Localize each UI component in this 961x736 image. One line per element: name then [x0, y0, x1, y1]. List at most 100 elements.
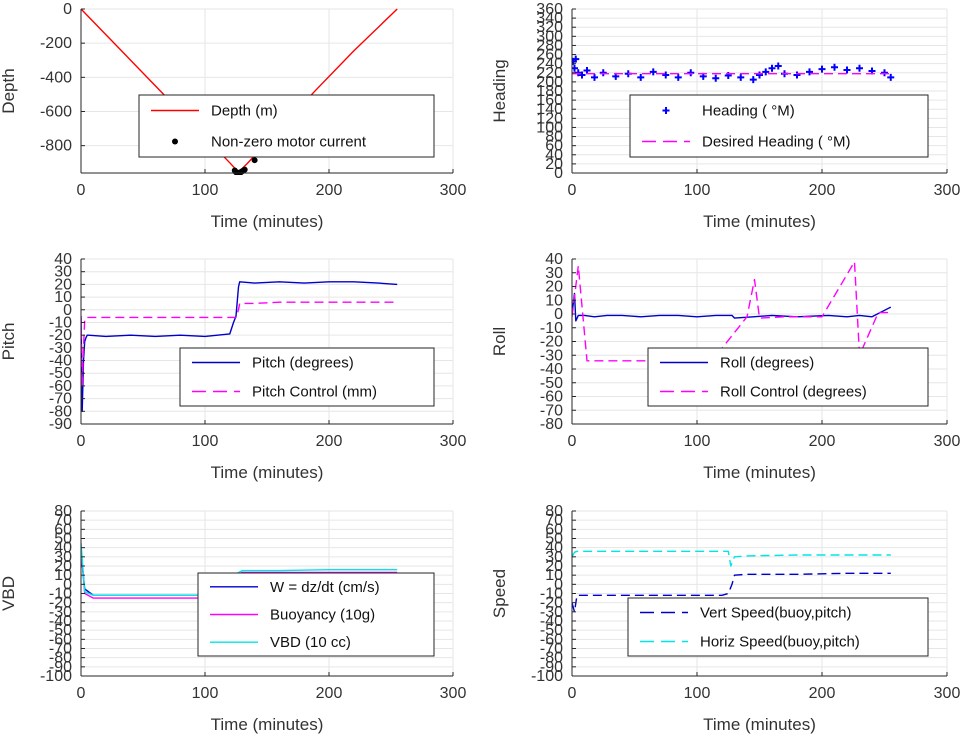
depth-y-label: Depth	[0, 68, 18, 113]
heading-series-0-point	[881, 69, 888, 77]
roll-y-tick-label: 10	[545, 292, 563, 309]
heading-y-tick-label: 220	[536, 65, 563, 82]
speed-y-tick-label: -90	[540, 659, 563, 676]
vbd-chart: 0 100 200 30080706050403020100-10-20-30-40-…	[0, 503, 466, 734]
roll-y-tick-label: -60	[540, 389, 563, 406]
vbd-y-tick-label: -100	[40, 668, 72, 685]
vbd-y-tick-label: -20	[49, 595, 72, 612]
vbd-x-label: Time (minutes)	[211, 715, 324, 734]
roll-x-tick-label: 300	[934, 433, 961, 450]
heading-y-tick-label: 280	[536, 37, 563, 54]
roll-y-tick-label: -70	[540, 402, 563, 419]
heading-series-layer	[572, 55, 895, 84]
pitch-x-tick-label: 300	[440, 433, 467, 450]
roll-y-tick-label: 0	[554, 306, 563, 323]
pitch-legend-item-0-label: Pitch (degrees)	[252, 355, 354, 372]
vbd-y-tick-label: 40	[54, 540, 72, 557]
roll-y-tick-label: -20	[540, 334, 563, 351]
heading-series-0-point	[674, 73, 682, 81]
vbd-y-tick-label: 0	[63, 576, 72, 593]
pitch-legend: Pitch (degrees) Pitch Control (mm)	[179, 347, 435, 407]
vbd-x-tick-label: 100	[192, 685, 219, 702]
heading-series-0-point	[687, 69, 695, 77]
vbd-x-tick-label: 0	[77, 685, 86, 702]
heading-legend-item-1-label: Desired Heading ( °M)	[702, 134, 851, 151]
heading-y-tick-label: 240	[536, 56, 563, 73]
vbd-y-tick-label: -50	[49, 622, 72, 639]
vbd-y-label: VBD	[0, 576, 18, 611]
speed-x-tick-label: 200	[809, 685, 836, 702]
speed-y-tick-label: 70	[545, 512, 563, 529]
heading-series-0-point	[806, 68, 813, 76]
vbd-y-tick-label: 10	[54, 567, 72, 584]
pitch-y-tick-label: -50	[49, 365, 72, 382]
heading-y-tick-label: 300	[536, 28, 563, 45]
vbd-y-tick-label: 20	[54, 558, 72, 575]
pitch-legend-box	[179, 347, 435, 407]
pitch-x-tick-label: 0	[77, 433, 86, 450]
vbd-y-tick-label: -40	[49, 613, 72, 630]
heading-x-tick-label: 100	[684, 182, 711, 199]
heading-series-0-point	[737, 73, 745, 81]
depth-y-tick-label: -400	[40, 69, 72, 86]
vbd-y-tick-label: -10	[49, 586, 72, 603]
heading-x-tick-label: 0	[568, 182, 577, 199]
roll-x-tick-label: 0	[568, 433, 577, 450]
heading-legend-box	[629, 94, 929, 158]
heading-y-tick-label: 120	[536, 110, 563, 127]
heading-y-tick-label: 320	[536, 19, 563, 36]
heading-x-tick-label: 200	[809, 182, 836, 199]
heading-y-tick-label: 80	[545, 129, 563, 146]
roll-x-label: Time (minutes)	[703, 463, 816, 482]
heading-y-tick-label: 140	[536, 101, 563, 118]
heading-y-tick-label: 180	[536, 83, 563, 100]
speed-y-tick-label: -30	[540, 604, 563, 621]
depth-chart: 0 100 200 300 0 -200 -400 -600 -800 Time (minutes…	[0, 1, 466, 231]
speed-series-1-line	[572, 550, 891, 567]
depth-x-tick-label: 300	[440, 182, 467, 199]
vbd-y-tick-label: 30	[54, 549, 72, 566]
pitch-y-tick-label: -10	[49, 314, 72, 331]
speed-y-tick-label: -70	[540, 641, 563, 658]
heading-series-0-point	[649, 68, 657, 76]
heading-series-0-point	[774, 62, 782, 70]
heading-series-0-point	[768, 64, 776, 72]
speed-y-tick-label: 80	[545, 503, 563, 520]
pitch-y-tick-label: -40	[49, 353, 72, 370]
depth-x-tick-label: 100	[192, 182, 219, 199]
depth-legend-item-1-label: Non-zero motor current	[211, 134, 367, 151]
heading-series-0-point	[572, 55, 580, 63]
roll-legend-item-0-label: Roll (degrees)	[720, 355, 814, 372]
pitch-x-tick-label: 200	[316, 433, 343, 450]
speed-x-tick-label: 100	[684, 685, 711, 702]
vbd-x-tick-label: 200	[316, 685, 343, 702]
pitch-y-tick-label: 20	[54, 276, 72, 293]
heading-legend-item-0-swatch	[662, 107, 670, 114]
heading-y-tick-label: 40	[545, 147, 563, 164]
depth-y-tick-label: -600	[40, 104, 72, 121]
roll-y-tick-label: 40	[545, 251, 563, 268]
heading-series-0-point	[749, 76, 757, 84]
pitch-y-tick-label: 40	[54, 251, 72, 268]
roll-y-tick-label: -30	[540, 347, 563, 364]
depth-legend-item-0-label: Depth (m)	[211, 103, 278, 120]
speed-y-tick-label: 40	[545, 540, 563, 557]
speed-y-tick-label: 20	[545, 558, 563, 575]
heading-y-tick-label: 20	[545, 156, 563, 173]
roll-y-tick-label: 20	[545, 279, 563, 296]
heading-y-tick-label: 260	[536, 47, 563, 64]
heading-series-0-point	[818, 65, 826, 73]
speed-legend: Vert Speed(buoy,pitch) Horiz Speed(buoy,p…	[627, 597, 929, 657]
speed-x-label: Time (minutes)	[703, 715, 816, 734]
depth-legend-item-1-swatch	[172, 138, 178, 145]
pitch-x-label: Time (minutes)	[211, 463, 324, 482]
depth-x-tick-label: 0	[77, 182, 86, 199]
heading-series-0-point	[793, 71, 801, 79]
heading-legend: Heading ( °M) Desired Heading ( °M)	[629, 94, 929, 158]
speed-y-label: Speed	[490, 569, 509, 618]
roll-chart: 0 100 200 300403020100-10-20-30-40-50-60-70…	[490, 251, 960, 482]
speed-y-tick-label: -50	[540, 622, 563, 639]
speed-chart: 0 100 200 30080706050403020100-10-20-30-40-…	[490, 503, 960, 734]
vbd-legend-item-1-label: Buoyancy (10g)	[270, 607, 375, 624]
